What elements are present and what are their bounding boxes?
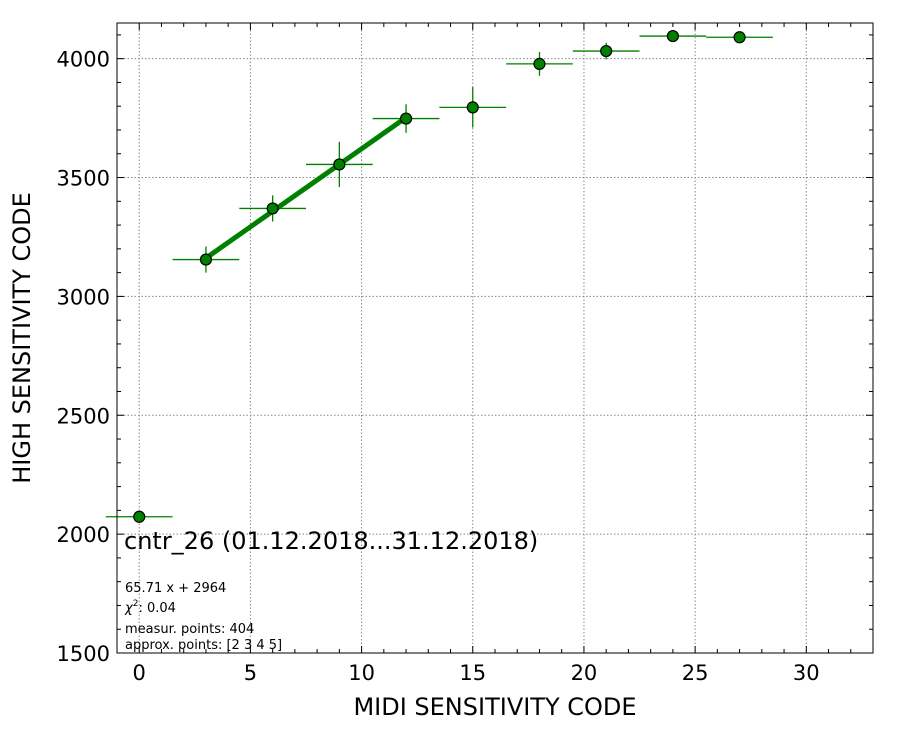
grid bbox=[117, 23, 873, 654]
y-tick-label: 2000 bbox=[57, 523, 110, 547]
data-point bbox=[199, 253, 213, 266]
data-point bbox=[399, 112, 413, 125]
annotation-chi2-label: χ bbox=[124, 601, 134, 616]
x-tick-label: 20 bbox=[571, 661, 598, 685]
x-tick-label: 10 bbox=[348, 661, 375, 685]
y-tick-label: 1500 bbox=[57, 642, 110, 666]
y-tick-label: 4000 bbox=[57, 48, 110, 72]
y-tick-label: 3000 bbox=[57, 285, 110, 309]
data-point bbox=[733, 31, 746, 44]
fit-line-group bbox=[204, 115, 408, 261]
annotation-approx-points: approx. points: [2 3 4 5] bbox=[125, 638, 282, 653]
data-point bbox=[266, 202, 279, 215]
plot-frame bbox=[116, 22, 874, 654]
y-axis-label: HIGH SENSITIVITY CODE bbox=[8, 192, 36, 484]
x-tick-label: 25 bbox=[682, 661, 709, 685]
data-point bbox=[600, 44, 613, 58]
x-tick-label: 0 bbox=[133, 661, 146, 685]
y-tick-label: 2500 bbox=[57, 404, 110, 428]
data-point bbox=[466, 101, 479, 114]
y-tick-label: 3500 bbox=[57, 167, 110, 191]
annotation-measur-points: measur. points: 404 bbox=[125, 622, 254, 637]
x-axis-label: MIDI SENSITIVITY CODE bbox=[353, 693, 636, 721]
axis-ticks bbox=[116, 23, 874, 654]
data-points bbox=[133, 29, 746, 523]
data-point bbox=[133, 510, 146, 523]
tick-labels: 0 5 10 15 20 25 30 1500 2000 2500 3000 3500 4000 bbox=[57, 48, 820, 685]
x-tick-label: 15 bbox=[459, 661, 486, 685]
fit-line bbox=[204, 115, 408, 261]
x-tick-label: 5 bbox=[244, 661, 257, 685]
data-point bbox=[533, 57, 546, 70]
data-point bbox=[333, 158, 346, 171]
annotation-main: cntr_26 (01.12.2018...31.12.2018) bbox=[124, 527, 538, 555]
annotation-chi2-value: : 0.04 bbox=[138, 601, 175, 616]
annotation-chi2-sup: 2 bbox=[133, 599, 139, 609]
annotation-chi2: χ2: 0.04 bbox=[124, 599, 176, 616]
data-point bbox=[666, 29, 679, 43]
error-bars bbox=[105, 33, 773, 520]
annotation-fit-text: 65.71 x + 2964 bbox=[125, 581, 226, 596]
x-tick-label: 30 bbox=[793, 661, 820, 685]
